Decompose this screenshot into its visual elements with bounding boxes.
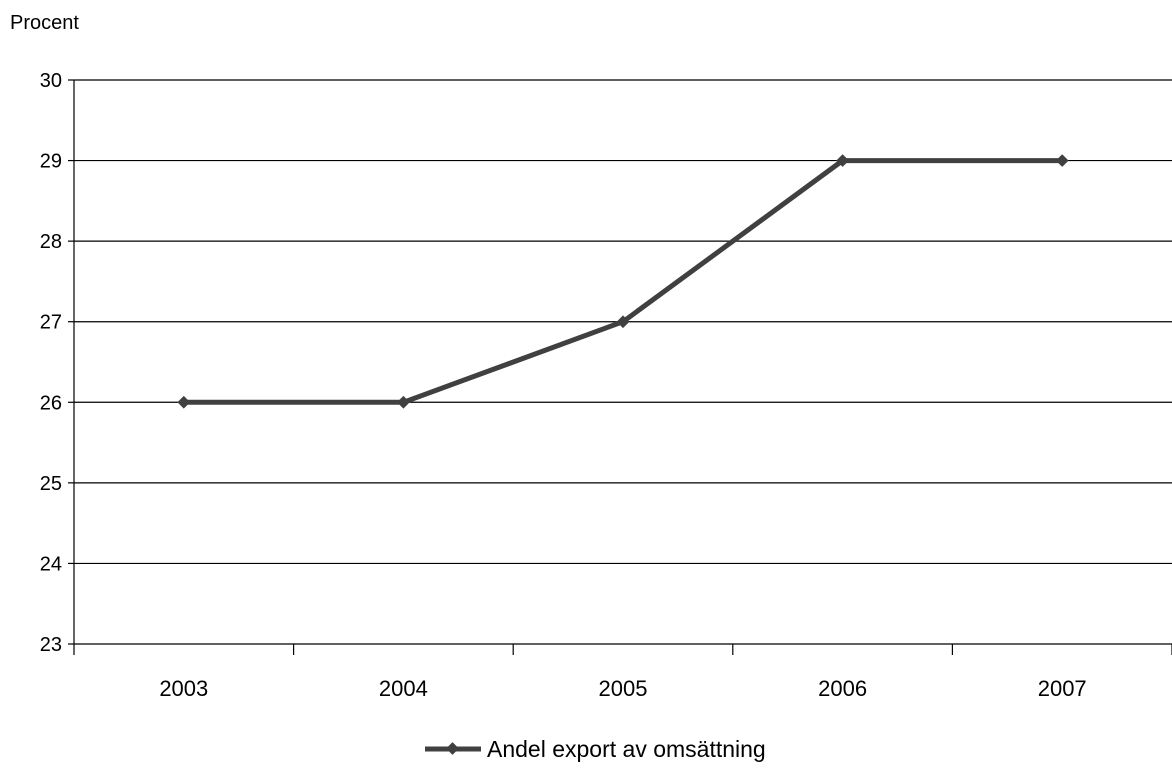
- y-axis-label: Procent: [10, 12, 79, 34]
- y-tick-label: 23: [40, 634, 62, 656]
- y-tick-label: 25: [40, 473, 62, 495]
- legend: Andel export av omsättning: [425, 736, 766, 762]
- x-tick-label: 2005: [599, 676, 648, 701]
- x-tick-label: 2007: [1038, 676, 1087, 701]
- data-point: [177, 395, 191, 409]
- y-tick-label: 27: [40, 312, 62, 334]
- y-tick-label: 28: [40, 231, 62, 253]
- series-group: [177, 154, 1069, 409]
- axes: [73, 80, 1172, 655]
- y-tick-label: 29: [40, 151, 62, 173]
- data-point: [1055, 154, 1069, 167]
- y-tick-label: 26: [40, 392, 62, 414]
- x-tick-label: 2003: [159, 676, 208, 701]
- x-tick-labels: 2003 2004 2005 2006 2007: [159, 676, 1086, 701]
- series-line: [183, 158, 1063, 405]
- data-point: [397, 395, 410, 409]
- legend-marker: [446, 742, 459, 755]
- legend-label: Andel export av omsättning: [487, 736, 766, 762]
- y-tick-label: 30: [40, 70, 62, 92]
- y-tick-labels: 23 24 25 26 27 28 29 30: [40, 70, 62, 656]
- gridlines: [68, 79, 1172, 645]
- y-tick-label: 24: [40, 553, 62, 575]
- x-tick-label: 2004: [379, 676, 428, 701]
- x-tick-label: 2006: [818, 676, 867, 701]
